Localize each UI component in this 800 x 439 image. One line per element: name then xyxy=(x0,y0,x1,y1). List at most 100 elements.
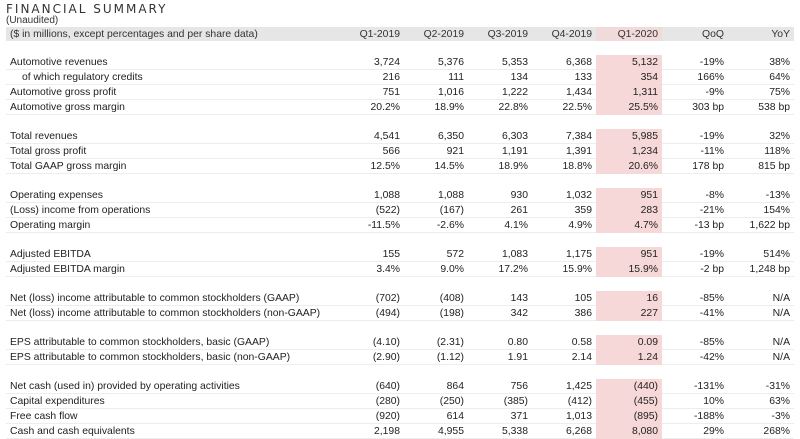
row-label: Net (loss) income attributable to common… xyxy=(6,306,340,321)
value-cell: 143 xyxy=(468,291,532,306)
row-label: Total revenues xyxy=(6,129,340,144)
value-cell: -131% xyxy=(662,379,728,394)
row-label: EPS attributable to common stockholders,… xyxy=(6,350,340,365)
column-header: Q3-2019 xyxy=(468,27,532,41)
value-cell: 18.9% xyxy=(404,100,468,115)
row-label: Automotive gross margin xyxy=(6,100,340,115)
value-cell: 1,222 xyxy=(468,85,532,100)
table-row: (Loss) income from operations (522) (167) 2… xyxy=(6,203,794,218)
highlighted-value-cell: (895) xyxy=(596,409,662,424)
table-row: Operating expenses 1,088 1,088 930 1,032 951-… xyxy=(6,188,794,203)
group-spacer xyxy=(6,277,794,291)
page-title: FINANCIAL SUMMARY xyxy=(6,2,168,16)
spacer-cell xyxy=(6,277,794,291)
value-cell: 303 bp xyxy=(662,100,728,115)
table-row: Cash and cash equivalents 2,198 4,955 5,338… xyxy=(6,424,794,439)
highlighted-value-cell: 283 xyxy=(596,203,662,218)
row-label: Operating margin xyxy=(6,218,340,233)
row-label: Adjusted EBITDA xyxy=(6,247,340,262)
value-cell: 14.5% xyxy=(404,159,468,174)
table-row: Automotive gross profit 751 1,016 1,222 1,43… xyxy=(6,85,794,100)
table-body: Automotive revenues 3,724 5,376 5,353 6,368 5… xyxy=(6,41,794,439)
value-cell: 342 xyxy=(468,306,532,321)
table-row: Total gross profit 566 921 1,191 1,391 1,234-… xyxy=(6,144,794,159)
value-cell: -9% xyxy=(662,85,728,100)
value-cell: 1,088 xyxy=(404,188,468,203)
value-cell: 216 xyxy=(340,70,404,85)
group-spacer xyxy=(6,41,794,55)
value-cell: 20.2% xyxy=(340,100,404,115)
table-row: Net cash (used in) provided by operating… xyxy=(6,379,794,394)
column-header-highlighted: Q1-2020 xyxy=(596,27,662,41)
value-cell: 22.5% xyxy=(532,100,596,115)
group-spacer xyxy=(6,174,794,188)
value-cell: -13 bp xyxy=(662,218,728,233)
table-row: EPS attributable to common stockholders,… xyxy=(6,335,794,350)
value-cell: 5,376 xyxy=(404,55,468,70)
value-cell: -85% xyxy=(662,291,728,306)
value-cell: -2 bp xyxy=(662,262,728,277)
value-cell: N/A xyxy=(728,306,794,321)
value-cell: 118% xyxy=(728,144,794,159)
value-cell: 5,338 xyxy=(468,424,532,439)
value-cell: 29% xyxy=(662,424,728,439)
value-cell: 921 xyxy=(404,144,468,159)
value-cell: 178 bp xyxy=(662,159,728,174)
spacer-cell xyxy=(6,233,794,247)
value-cell: (640) xyxy=(340,379,404,394)
value-cell: 5,353 xyxy=(468,55,532,70)
spacer-cell xyxy=(6,174,794,188)
highlighted-value-cell: 951 xyxy=(596,247,662,262)
value-cell: 1,016 xyxy=(404,85,468,100)
value-cell: N/A xyxy=(728,291,794,306)
table-row: Automotive revenues 3,724 5,376 5,353 6,368 5… xyxy=(6,55,794,70)
value-cell: 614 xyxy=(404,409,468,424)
value-cell: 18.8% xyxy=(532,159,596,174)
value-cell: 538 bp xyxy=(728,100,794,115)
row-label: Automotive gross profit xyxy=(6,85,340,100)
row-label: Capital expenditures xyxy=(6,394,340,409)
value-cell: 386 xyxy=(532,306,596,321)
value-cell: -19% xyxy=(662,129,728,144)
value-cell: 22.8% xyxy=(468,100,532,115)
highlighted-value-cell: (440) xyxy=(596,379,662,394)
value-cell: 10% xyxy=(662,394,728,409)
column-header: QoQ xyxy=(662,27,728,41)
value-cell: (385) xyxy=(468,394,532,409)
value-cell: -85% xyxy=(662,335,728,350)
value-cell: (2.90) xyxy=(340,350,404,365)
table-row: Adjusted EBITDA margin 3.4% 9.0% 17.2% 15.9%… xyxy=(6,262,794,277)
value-cell: -19% xyxy=(662,247,728,262)
row-label: of which regulatory credits xyxy=(6,70,340,85)
column-header: YoY xyxy=(728,27,794,41)
value-cell: 166% xyxy=(662,70,728,85)
table-row: EPS attributable to common stockholders,… xyxy=(6,350,794,365)
value-cell: 133 xyxy=(532,70,596,85)
highlighted-value-cell: 1.24 xyxy=(596,350,662,365)
spacer-cell xyxy=(6,321,794,335)
value-cell: (522) xyxy=(340,203,404,218)
column-header: Q1-2019 xyxy=(340,27,404,41)
value-cell: (250) xyxy=(404,394,468,409)
table-row: Adjusted EBITDA 155 572 1,083 1,175 951 -19% 51… xyxy=(6,247,794,262)
table-row: Net (loss) income attributable to common… xyxy=(6,306,794,321)
spacer-cell xyxy=(6,115,794,129)
table-row: Operating margin -11.5% -2.6% 4.1% 4.9% 4.7% -… xyxy=(6,218,794,233)
page-subtitle: (Unaudited) xyxy=(6,15,59,26)
highlighted-value-cell: 227 xyxy=(596,306,662,321)
row-label: Net (loss) income attributable to common… xyxy=(6,291,340,306)
value-cell: 864 xyxy=(404,379,468,394)
column-header: Q2-2019 xyxy=(404,27,468,41)
value-cell: 134 xyxy=(468,70,532,85)
value-cell: 359 xyxy=(532,203,596,218)
value-cell: 1,248 bp xyxy=(728,262,794,277)
value-cell: 1,191 xyxy=(468,144,532,159)
value-cell: 0.80 xyxy=(468,335,532,350)
value-cell: 6,303 xyxy=(468,129,532,144)
value-cell: (494) xyxy=(340,306,404,321)
value-cell: 12.5% xyxy=(340,159,404,174)
value-cell: 75% xyxy=(728,85,794,100)
value-cell: 756 xyxy=(468,379,532,394)
row-label: Operating expenses xyxy=(6,188,340,203)
value-cell: -11% xyxy=(662,144,728,159)
